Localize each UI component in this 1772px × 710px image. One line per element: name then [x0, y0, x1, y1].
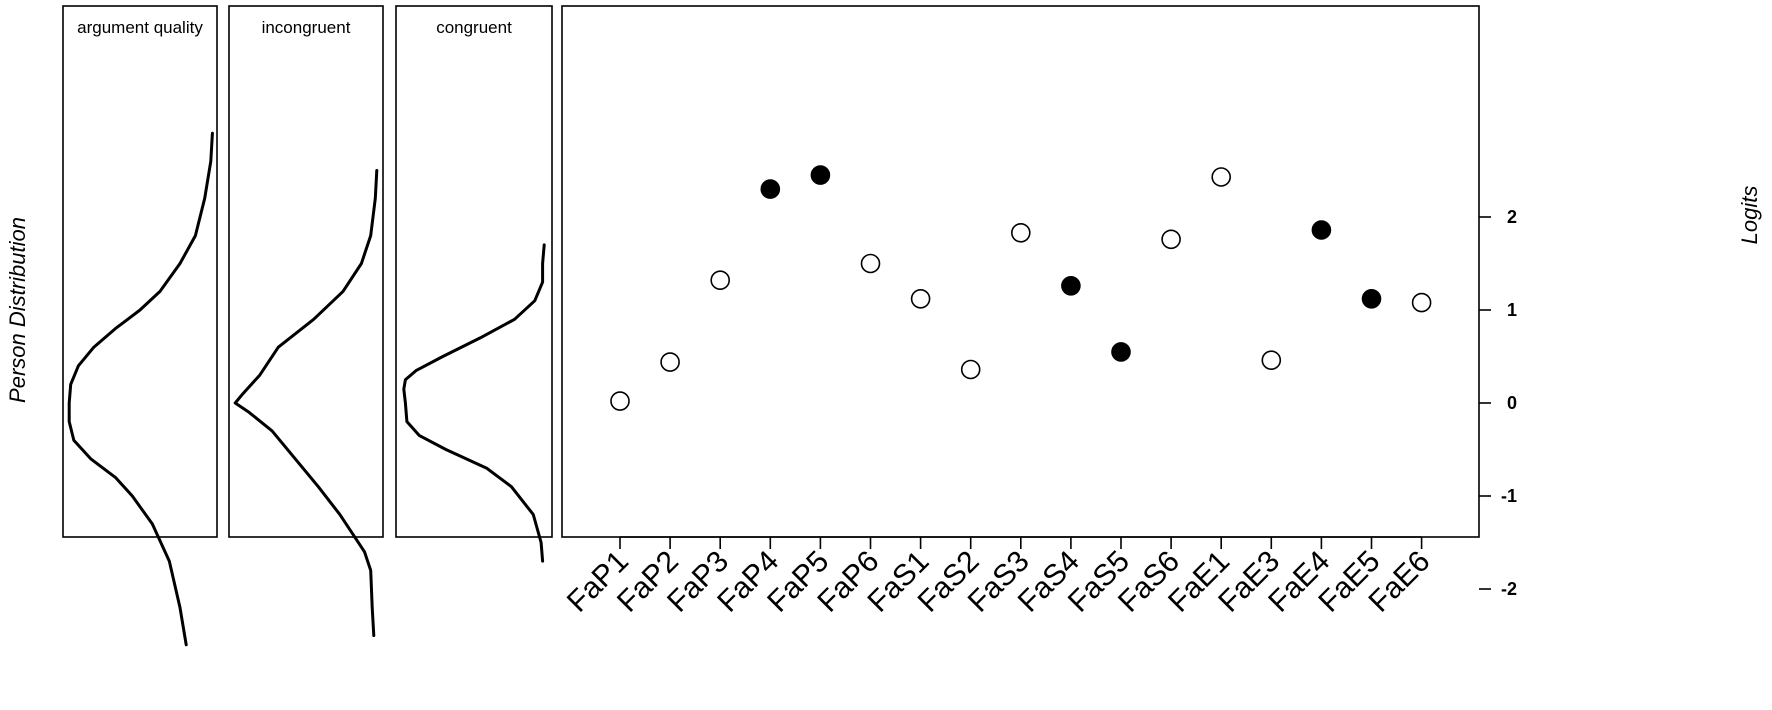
density-panel-title: incongruent: [262, 18, 351, 37]
y-tick-label: -2: [1501, 579, 1517, 599]
data-point-fap6: [860, 253, 881, 274]
data-point-fas5: [1111, 342, 1131, 362]
data-point-fas1: [910, 288, 931, 309]
density-panel-frame: [395, 5, 553, 538]
density-panel-frame: [228, 5, 384, 538]
density-panel-1: incongruent: [228, 5, 384, 637]
data-point-fap5: [810, 165, 831, 185]
density-panels: argument quality incongruent congruent: [62, 5, 553, 647]
person-distribution-axis-title: Person Distribution: [5, 217, 30, 403]
y-tick-label: 2: [1507, 207, 1517, 227]
data-point-fap2: [660, 352, 680, 372]
data-point-fas3: [1010, 223, 1031, 243]
density-curve: [402, 243, 546, 563]
data-point-fae4: [1311, 220, 1332, 240]
density-panel-frame: [62, 5, 218, 538]
data-point-fae6: [1411, 292, 1432, 313]
data-point-fap4: [760, 179, 781, 199]
y-tick-label: -1: [1501, 486, 1517, 506]
density-panel-title: argument quality: [77, 18, 203, 37]
data-point-fap3: [710, 270, 731, 291]
data-point-fas6: [1161, 229, 1181, 250]
data-point-fae3: [1261, 350, 1282, 371]
data-point-fas2: [960, 359, 981, 380]
data-point-fae5: [1361, 288, 1382, 309]
density-curve: [233, 169, 379, 637]
y-tick-label: 1: [1507, 300, 1517, 320]
y-tick-label: 0: [1507, 393, 1517, 413]
data-point-fas4: [1061, 275, 1081, 296]
density-panel-title: congruent: [436, 18, 512, 37]
data-point-fae1: [1211, 167, 1231, 187]
scatter-plot-frame: [561, 5, 1480, 538]
density-panel-0: argument quality: [62, 5, 218, 647]
density-curve: [67, 131, 214, 647]
data-point-fap1: [610, 391, 630, 411]
scatter-panel: -2-1012FaP1FaP2FaP3FaP4FaP5FaP6FaS1FaS2F…: [561, 5, 1517, 619]
density-panel-2: congruent: [395, 5, 553, 563]
logits-axis-title: Logits: [1737, 186, 1762, 245]
